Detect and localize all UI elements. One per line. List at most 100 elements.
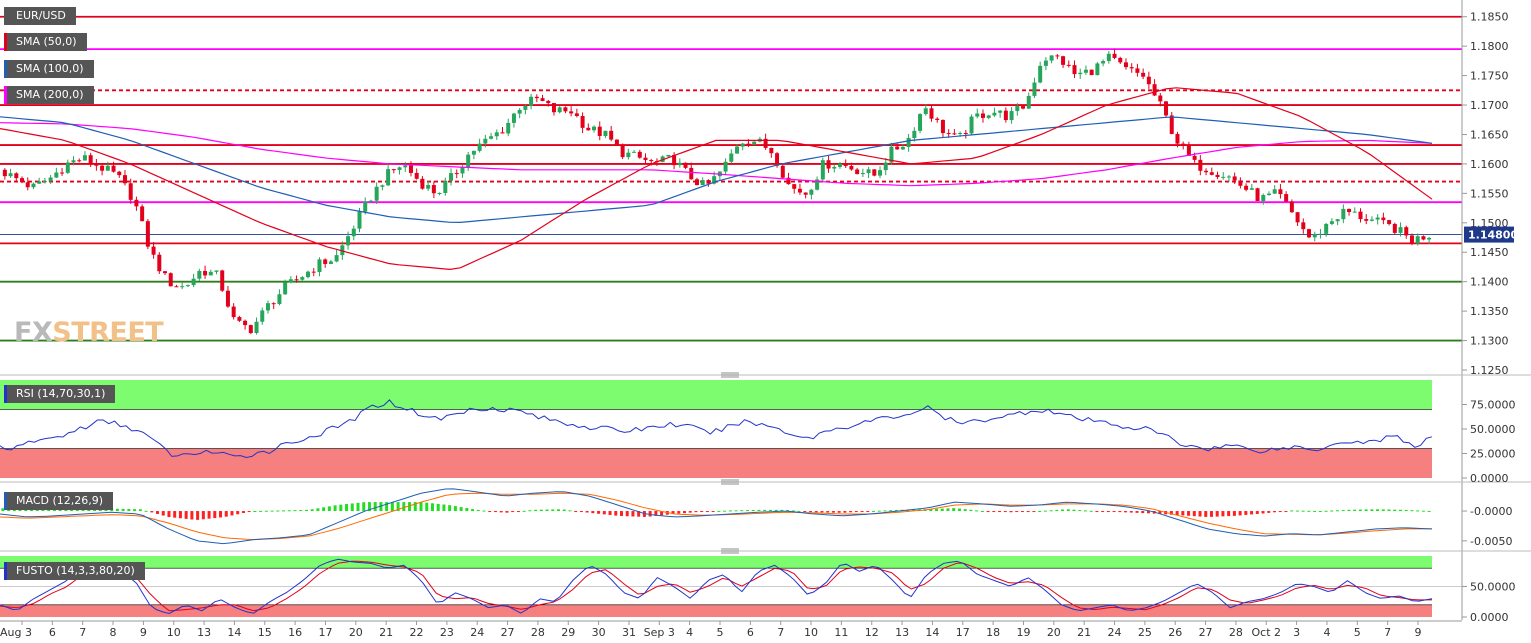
- legend-sma100: SMA (100,0): [4, 60, 94, 78]
- candle-body: [151, 246, 156, 255]
- macd-histogram-bar: [47, 509, 51, 512]
- legend-instrument-text: EUR/USD: [16, 9, 66, 22]
- macd-histogram-bar: [1364, 509, 1368, 512]
- macd-histogram-bar: [310, 509, 314, 512]
- macd-histogram-bar: [58, 509, 62, 512]
- macd-histogram-bar: [912, 509, 916, 512]
- candle-body: [1078, 72, 1083, 75]
- macd-histogram-bar: [430, 503, 434, 512]
- macd-histogram-bar: [723, 510, 727, 512]
- candle-body: [203, 270, 208, 276]
- rsi-tick-label: 25.0000: [1470, 448, 1516, 461]
- rsi-title: RSI (14,70,30,1): [4, 385, 116, 403]
- candle-body: [42, 181, 47, 183]
- macd-title: MACD (12,26,9): [4, 492, 114, 510]
- macd-histogram-bar: [282, 510, 286, 512]
- candle-body: [677, 162, 682, 166]
- macd-histogram-bar: [637, 511, 641, 517]
- macd-histogram-bar: [1404, 509, 1408, 512]
- candle-body: [735, 146, 740, 154]
- legend-sma50: SMA (50,0): [4, 33, 87, 51]
- macd-histogram-bar: [1106, 511, 1110, 513]
- macd-histogram-bar: [259, 510, 263, 512]
- candle-body: [489, 136, 494, 139]
- candle-body: [443, 180, 448, 193]
- macd-histogram-bar: [820, 511, 824, 513]
- candle-body: [872, 169, 877, 176]
- candle-body: [626, 152, 631, 158]
- macd-histogram-bar: [1, 508, 5, 512]
- macd-histogram-bar: [345, 504, 349, 512]
- candle-body: [1398, 227, 1403, 233]
- macd-line: [0, 488, 1433, 545]
- macd-histogram-bar: [1290, 510, 1294, 512]
- macd-histogram-bar: [293, 510, 297, 512]
- macd-histogram-bar: [127, 509, 131, 512]
- candle-body: [517, 109, 522, 114]
- macd-histogram-bar: [12, 508, 16, 512]
- candle-body: [243, 320, 248, 326]
- candle-body: [363, 201, 368, 212]
- candle-body: [1152, 84, 1157, 96]
- x-tick-label: 23: [440, 626, 454, 639]
- candle-body: [597, 126, 602, 136]
- stoch-k-line: [0, 558, 1433, 615]
- candle-body: [163, 271, 168, 274]
- macd-histogram-bar: [1416, 510, 1420, 512]
- macd-histogram-bar: [648, 511, 652, 517]
- candle-body: [786, 177, 791, 185]
- macd-histogram-bar: [1221, 511, 1225, 517]
- macd-histogram-bar: [75, 509, 79, 512]
- macd-histogram-bar: [705, 511, 709, 513]
- candle-body: [746, 143, 751, 145]
- candle-body: [294, 279, 299, 281]
- candle-body: [900, 146, 905, 150]
- candle-body: [1083, 69, 1088, 73]
- macd-histogram-bar: [803, 511, 807, 513]
- candle-body: [540, 98, 545, 101]
- macd-histogram-bar: [797, 510, 801, 512]
- candle-body: [248, 325, 253, 334]
- candle-body: [449, 173, 454, 181]
- macd-histogram-bar: [1072, 509, 1076, 512]
- x-tick-label: 10: [167, 626, 181, 639]
- macd-histogram-bar: [1376, 509, 1380, 512]
- candle-body: [980, 113, 985, 118]
- candle-body: [1066, 64, 1071, 66]
- price-tick-label: 1.1500: [1470, 217, 1509, 230]
- x-tick-label: Oct 2: [1252, 626, 1282, 639]
- current-price-box: [1464, 226, 1514, 243]
- rsi-overbought-zone: [0, 380, 1432, 410]
- candle-body: [1198, 159, 1203, 171]
- candle-body: [1089, 69, 1094, 76]
- macd-histogram-bar: [889, 510, 893, 512]
- price-panel: [0, 0, 1462, 370]
- candle-body: [1341, 208, 1346, 220]
- rsi-tick-label: 0.0000: [1470, 472, 1509, 485]
- macd-histogram-bar: [396, 502, 400, 512]
- macd-histogram-bar: [849, 511, 853, 513]
- macd-histogram-bar: [614, 511, 618, 516]
- macd-histogram-bar: [734, 510, 738, 512]
- candle-body: [952, 133, 957, 135]
- price-tick-label: 1.1700: [1470, 99, 1509, 112]
- candle-body: [168, 273, 173, 287]
- candle-body: [225, 290, 230, 307]
- candle-body: [1289, 201, 1294, 213]
- candle-body: [1392, 223, 1397, 233]
- macd-histogram-bar: [1169, 511, 1173, 515]
- macd-histogram-bar: [728, 510, 732, 512]
- macd-histogram-bar: [1347, 509, 1351, 512]
- x-tick-label: 27: [1199, 626, 1213, 639]
- candle-body: [860, 173, 865, 175]
- x-tick-label: 14: [227, 626, 241, 639]
- macd-histogram-bar: [1175, 511, 1179, 516]
- macd-histogram-bar: [522, 510, 526, 512]
- candle-body: [986, 115, 991, 118]
- candle-body: [1295, 212, 1300, 223]
- candle-body: [77, 160, 82, 162]
- candle-body: [48, 177, 53, 182]
- x-tick-label: 4: [1323, 626, 1330, 639]
- candle-body: [740, 143, 745, 147]
- macd-histogram-bar: [591, 511, 595, 514]
